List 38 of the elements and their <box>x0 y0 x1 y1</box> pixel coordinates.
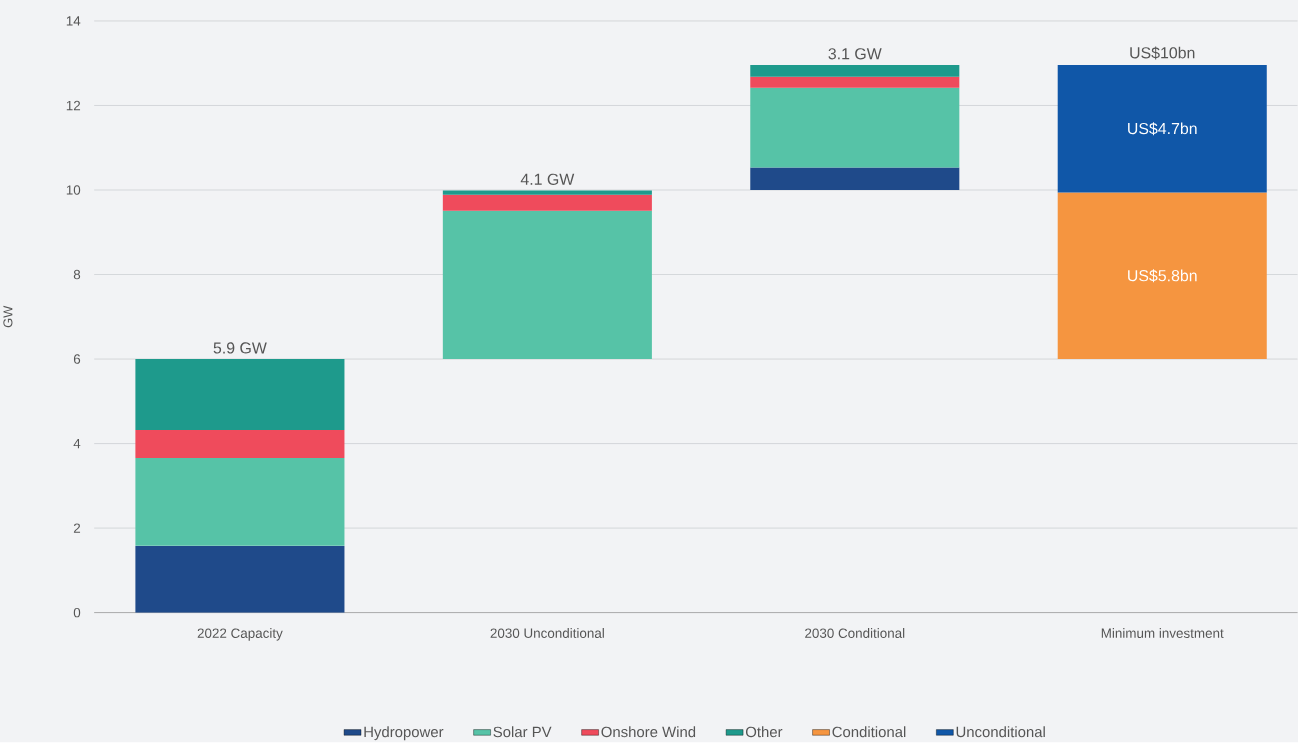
bar <box>135 359 345 431</box>
total-label: US$10bn <box>1130 46 1195 60</box>
legend-label: Other <box>745 726 783 738</box>
total-label: 5.9 GW <box>213 342 267 354</box>
x-tick-label: 2030 Conditional <box>805 628 905 639</box>
bar <box>750 76 960 88</box>
x-tick-label: 2022 Capacity <box>197 628 283 641</box>
legend-label: Conditional <box>832 726 906 738</box>
bar <box>1057 65 1267 193</box>
total-label: 3.1 GW <box>828 48 882 60</box>
bar <box>750 87 960 168</box>
legend-label: Unconditional <box>956 726 1045 738</box>
bar <box>135 458 345 547</box>
y-tick-label: 4 <box>73 439 81 449</box>
x-tick-label: 2030 Unconditional <box>490 628 604 639</box>
y-tick-label: 6 <box>73 354 81 365</box>
legend-label: Hydropower <box>364 726 444 741</box>
bar <box>442 194 652 211</box>
y-tick-label: 12 <box>66 101 81 111</box>
bar <box>135 546 345 613</box>
legend-label: Onshore Wind <box>601 726 696 738</box>
y-axis-title: GW <box>3 305 13 328</box>
bar <box>750 65 960 77</box>
bar <box>750 167 960 191</box>
bar <box>1057 192 1267 360</box>
bar <box>442 210 652 360</box>
total-label: 4.1 GW <box>520 173 575 186</box>
y-tick-label: 10 <box>66 185 81 195</box>
data-label: US$4.7bn <box>1128 122 1197 136</box>
y-tick-label: 2 <box>73 523 81 534</box>
x-tick-label: Minimum investment <box>1101 628 1224 639</box>
bar <box>135 430 345 459</box>
bar <box>442 190 652 195</box>
data-label: US$5.8bn <box>1128 269 1197 283</box>
y-tick-label: 14 <box>66 16 81 26</box>
legend-label: Solar PV <box>493 726 552 738</box>
y-tick-label: 0 <box>73 608 81 618</box>
y-tick-label: 8 <box>73 270 81 280</box>
